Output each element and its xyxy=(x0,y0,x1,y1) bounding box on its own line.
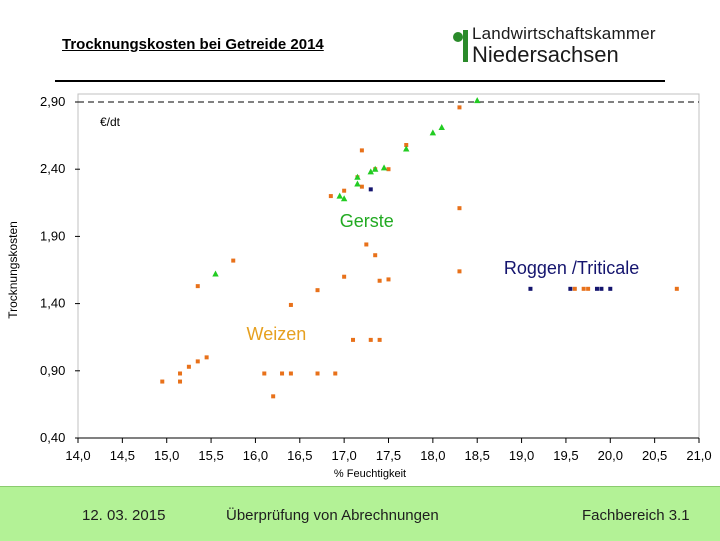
gerste-point xyxy=(340,195,348,202)
logo: Landwirtschaftskammer Niedersachsen xyxy=(452,24,682,68)
weizen-point xyxy=(160,379,165,384)
weizen-point xyxy=(315,288,320,293)
roggen-point xyxy=(528,286,533,291)
gerste-point xyxy=(380,164,388,171)
logo-text-line1: Landwirtschaftskammer xyxy=(472,24,656,43)
weizen-point xyxy=(373,253,378,258)
weizen-point xyxy=(231,258,236,263)
weizen-point xyxy=(178,371,183,376)
x-tick-label: 20,5 xyxy=(642,448,667,463)
roggen-point xyxy=(599,286,604,291)
weizen-point xyxy=(195,284,200,289)
weizen-point xyxy=(386,167,391,172)
gerste-annotation: Gerste xyxy=(340,211,394,231)
gerste-point xyxy=(371,165,379,172)
gerste-point xyxy=(429,129,437,136)
x-tick-label: 15,5 xyxy=(198,448,223,463)
weizen-annotation: Weizen xyxy=(247,324,307,344)
x-tick-label: 16,5 xyxy=(287,448,312,463)
weizen-point xyxy=(328,194,333,199)
weizen-point xyxy=(386,277,391,282)
weizen-point xyxy=(674,286,679,291)
x-tick-label: 19,0 xyxy=(509,448,534,463)
weizen-point xyxy=(262,371,267,376)
weizen-point xyxy=(351,337,356,342)
footer-bar: 12. 03. 2015 Überprüfung von Abrechnunge… xyxy=(0,486,720,541)
weizen-point xyxy=(186,364,191,369)
roggen-point xyxy=(368,187,373,192)
unit-label: €/dt xyxy=(100,115,121,129)
y-tick-label: 2,40 xyxy=(40,161,65,176)
x-tick-label: 17,0 xyxy=(331,448,356,463)
y-tick-label: 1,90 xyxy=(40,228,65,243)
gerste-point xyxy=(367,168,374,175)
weizen-point xyxy=(377,337,382,342)
weizen-point xyxy=(204,355,209,360)
gerste-point xyxy=(403,145,410,152)
gerste-point xyxy=(354,180,361,187)
x-tick-label: 21,0 xyxy=(686,448,711,463)
weizen-point xyxy=(572,286,577,291)
footer-date: 12. 03. 2015 xyxy=(82,507,166,524)
weizen-point xyxy=(315,371,320,376)
weizen-point xyxy=(359,184,364,189)
weizen-point xyxy=(368,337,373,342)
gerste-point xyxy=(336,192,343,199)
y-tick-label: 2,90 xyxy=(40,94,65,109)
weizen-point xyxy=(288,371,293,376)
weizen-point xyxy=(333,371,338,376)
x-tick-label: 19,5 xyxy=(553,448,578,463)
x-tick-label: 18,5 xyxy=(465,448,490,463)
x-tick-label: 14,0 xyxy=(65,448,90,463)
weizen-point xyxy=(342,274,347,279)
weizen-point xyxy=(457,206,462,211)
weizen-point xyxy=(457,105,462,110)
weizen-point xyxy=(404,143,409,148)
x-tick-label: 20,0 xyxy=(598,448,623,463)
weizen-point xyxy=(195,359,200,364)
weizen-point xyxy=(377,278,382,283)
weizen-point xyxy=(288,302,293,307)
x-tick-label: 16,0 xyxy=(243,448,268,463)
scatter-chart: 0,40 0,90 1,40 1,90 2,40 2,90 14,0 14,5 15,0 15,5… xyxy=(6,93,712,480)
footer-department: Fachbereich 3.1 xyxy=(582,507,690,524)
roggen-point xyxy=(568,286,573,291)
x-tick-label: 15,0 xyxy=(154,448,179,463)
x-tick-label: 14,5 xyxy=(110,448,135,463)
y-axis-label: Trocknungskosten xyxy=(6,221,20,319)
logo-text-line2: Niedersachsen xyxy=(472,42,619,67)
weizen-point xyxy=(271,394,276,399)
weizen-point xyxy=(457,269,462,274)
footer-center-text: Überprüfung von Abrechnungen xyxy=(226,507,439,524)
weizen-point xyxy=(581,286,586,291)
weizen-point xyxy=(280,371,285,376)
weizen-point xyxy=(342,188,347,193)
logo-mark-icon xyxy=(453,30,468,62)
weizen-point xyxy=(178,379,183,384)
roggen-point xyxy=(594,286,599,291)
weizen-point xyxy=(586,286,591,291)
header-rule xyxy=(55,80,665,82)
x-tick-label: 18,0 xyxy=(420,448,445,463)
y-tick-label: 0,40 xyxy=(40,430,65,445)
gerste-point xyxy=(438,124,445,131)
roggen-annotation: Roggen /Triticale xyxy=(504,258,639,278)
roggen-point xyxy=(608,286,613,291)
weizen-point xyxy=(359,148,364,153)
x-axis-label: % Feuchtigkeit xyxy=(334,468,406,480)
chart-title: Trocknungskosten bei Getreide 2014 xyxy=(62,36,324,53)
y-tick-label: 1,40 xyxy=(40,296,65,311)
weizen-point xyxy=(364,242,369,247)
x-tick-label: 17,5 xyxy=(376,448,401,463)
gerste-point xyxy=(212,270,219,277)
y-tick-label: 0,90 xyxy=(40,363,65,378)
gerste-point xyxy=(354,173,361,180)
gerste-point xyxy=(474,97,481,104)
